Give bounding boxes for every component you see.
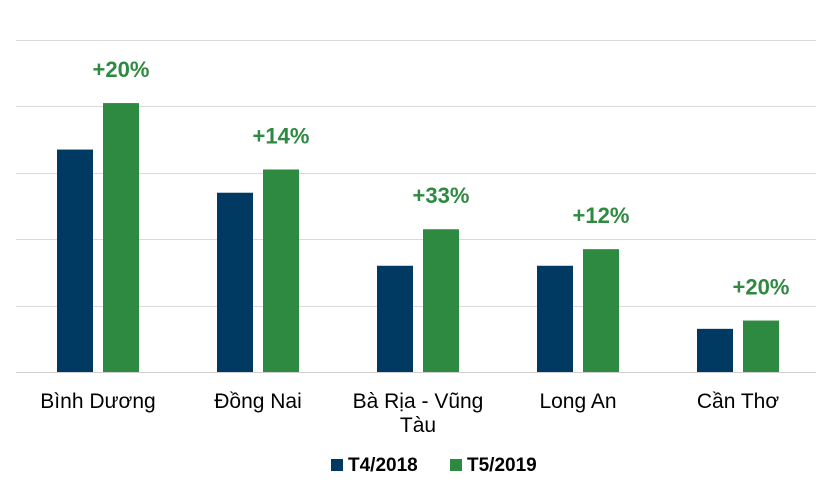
bar-t4-2018-4 xyxy=(537,265,573,372)
bars xyxy=(57,103,779,372)
legend-label-2: T5/2019 xyxy=(467,455,537,476)
legend: T4/2018 T5/2019 xyxy=(331,455,537,476)
category-labels: Bình Dương Đồng Nai Bà Rịa - Vũng Tàu Long A… xyxy=(40,390,779,437)
legend-swatch-1 xyxy=(331,459,343,471)
legend-swatch-2 xyxy=(450,459,462,471)
bar-t5-2019-3 xyxy=(423,229,459,372)
percent-change-label: +12% xyxy=(573,203,630,228)
bar-t5-2019-2 xyxy=(263,169,299,372)
category-label: Đồng Nai xyxy=(214,390,302,413)
category-label: Long An xyxy=(539,390,616,413)
category-label: Cần Thơ xyxy=(697,390,779,413)
bar-t4-2018-3 xyxy=(377,265,413,372)
percent-change-label: +33% xyxy=(413,183,470,208)
legend-label-1: T4/2018 xyxy=(348,455,418,476)
bar-t5-2019-1 xyxy=(103,103,139,372)
category-label: Bà Rịa - Vũng Tàu xyxy=(353,390,484,437)
category-label: Bình Dương xyxy=(40,390,155,413)
percent-change-label: +20% xyxy=(733,275,790,300)
bar-t4-2018-5 xyxy=(697,328,733,372)
bar-t5-2019-5 xyxy=(743,320,779,372)
bar-t4-2018-1 xyxy=(57,149,93,372)
percent-change-label: +20% xyxy=(93,57,150,82)
bar-t5-2019-4 xyxy=(583,249,619,372)
percent-change-label: +14% xyxy=(253,123,310,148)
bar-t4-2018-2 xyxy=(217,192,253,372)
percent-annotations: +20% +14% +33% +12% +20% xyxy=(93,57,790,299)
gridlines xyxy=(16,40,816,373)
